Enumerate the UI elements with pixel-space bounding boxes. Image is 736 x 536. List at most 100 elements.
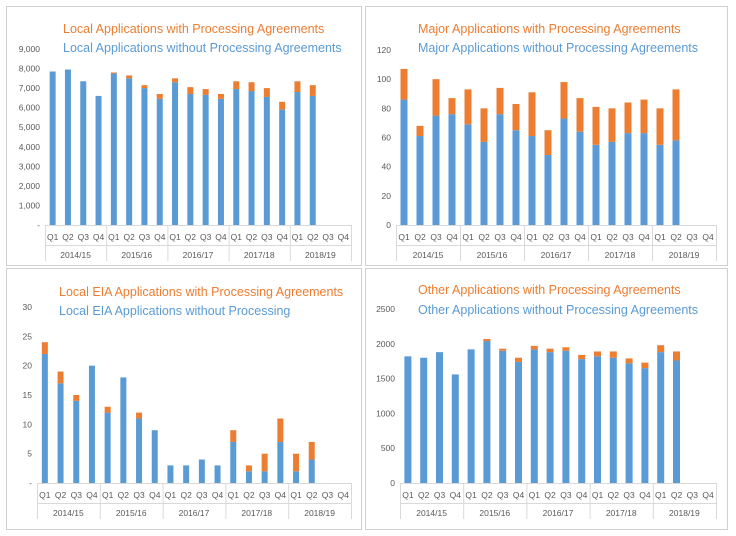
bar-without-agreements [464, 124, 472, 225]
bar-with-agreements [594, 351, 601, 357]
x-tick-label: Q3 [139, 232, 151, 242]
y-tick-label: 2,000 [19, 181, 41, 191]
y-tick-label: 2000 [376, 339, 395, 349]
bar-without-agreements [673, 360, 680, 483]
bar-with-agreements [528, 92, 536, 137]
x-tick-label: Q2 [246, 232, 258, 242]
x-tick-label: Q3 [687, 490, 699, 500]
x-tick-label: Q3 [322, 232, 334, 242]
bar-with-agreements [400, 68, 408, 100]
bar-without-agreements [198, 459, 205, 483]
x-tick-label: Q4 [639, 490, 651, 500]
bar-without-agreements [73, 400, 80, 483]
bar-without-agreements [214, 465, 221, 483]
x-tick-label: Q4 [510, 232, 522, 242]
bar-without-agreements [57, 383, 64, 483]
x-tick-label: Q1 [102, 490, 114, 500]
x-tick-label: Q2 [608, 490, 620, 500]
year-label: 2018/19 [304, 508, 335, 518]
bar-without-agreements [308, 459, 315, 483]
title-with-agreements: Major Applications with Processing Agree… [418, 22, 681, 36]
x-tick-label: Q3 [494, 232, 506, 242]
bar-without-agreements [293, 471, 300, 483]
bar-without-agreements [625, 363, 633, 483]
x-tick-label: Q2 [123, 232, 135, 242]
x-tick-label: Q3 [261, 232, 273, 242]
bar-with-agreements [294, 81, 301, 93]
bar-with-agreements [578, 354, 586, 360]
title-without-agreements: Local Applications without Processing Ag… [63, 41, 342, 55]
bar-without-agreements [448, 114, 456, 225]
x-tick-label: Q4 [638, 232, 650, 242]
y-tick-label: 5 [27, 449, 32, 459]
bar-with-agreements [73, 395, 80, 401]
bar-with-agreements [416, 125, 424, 137]
bar-with-agreements [480, 108, 488, 142]
bar-with-agreements [217, 93, 224, 99]
bar-without-agreements [88, 365, 95, 483]
bar-with-agreements [156, 93, 163, 99]
year-label: 2018/19 [669, 250, 700, 260]
bar-without-agreements [80, 81, 87, 226]
y-tick-label: 4,000 [19, 142, 41, 152]
bar-with-agreements [57, 371, 64, 384]
x-tick-label: Q2 [542, 232, 554, 242]
y-tick-label: 1500 [376, 374, 395, 384]
bar-without-agreements [277, 441, 284, 483]
year-label: 2018/19 [669, 508, 700, 518]
bar-without-agreements [172, 82, 179, 225]
x-tick-label: Q3 [497, 490, 509, 500]
bar-without-agreements [436, 352, 443, 483]
year-label: 2015/16 [477, 250, 508, 260]
bar-without-agreements [49, 71, 56, 225]
x-tick-label: Q4 [702, 232, 714, 242]
bar-without-agreements [467, 349, 475, 483]
x-tick-label: Q1 [398, 232, 410, 242]
bar-without-agreements [400, 99, 408, 225]
bar-without-agreements [104, 412, 111, 483]
x-tick-label: Q2 [481, 490, 493, 500]
bar-with-agreements [293, 453, 300, 472]
bar-with-agreements [560, 82, 568, 119]
x-tick-label: Q3 [686, 232, 698, 242]
bar-with-agreements [202, 89, 209, 95]
chart-major-applications: Major Applications with Processing Agree… [377, 22, 717, 261]
bar-without-agreements [560, 118, 568, 225]
year-label: 2016/17 [541, 250, 572, 260]
chart-local-applications: Local Applications with Processing Agree… [19, 22, 352, 261]
title-with-agreements: Local Applications with Processing Agree… [63, 22, 324, 36]
bar-with-agreements [136, 412, 143, 419]
y-tick-label: 15 [23, 390, 33, 400]
bar-with-agreements [483, 338, 491, 342]
bar-with-agreements [673, 351, 680, 361]
y-tick-label: 40 [382, 162, 392, 172]
bar-with-agreements [672, 89, 680, 141]
year-label: 2014/15 [413, 250, 444, 260]
year-label: 2018/19 [305, 250, 336, 260]
bar-with-agreements [245, 465, 252, 472]
x-tick-label: Q4 [86, 490, 98, 500]
bar-without-agreements [230, 441, 237, 483]
bar-without-agreements [451, 374, 459, 483]
bar-without-agreements [41, 353, 48, 483]
x-tick-label: Q2 [62, 232, 74, 242]
bar-without-agreements [167, 465, 174, 483]
x-tick-label: Q1 [169, 232, 181, 242]
bar-without-agreements [432, 115, 440, 225]
x-tick-label: Q1 [465, 490, 477, 500]
year-label: 2015/16 [121, 250, 152, 260]
x-tick-label: Q4 [446, 232, 458, 242]
title-without-agreements: Local EIA Applications without Processin… [59, 304, 290, 318]
x-tick-label: Q3 [434, 490, 446, 500]
bar-without-agreements [136, 418, 143, 483]
x-tick-label: Q4 [154, 232, 166, 242]
bar-without-agreements [562, 350, 570, 483]
bar-without-agreements [248, 91, 255, 226]
y-tick-label: 5,000 [19, 122, 41, 132]
x-tick-label: Q2 [671, 490, 683, 500]
year-label: 2014/15 [416, 508, 447, 518]
bar-with-agreements [624, 102, 632, 134]
bar-with-agreements [640, 99, 648, 134]
x-tick-label: Q1 [402, 490, 414, 500]
bar-without-agreements [544, 155, 552, 225]
